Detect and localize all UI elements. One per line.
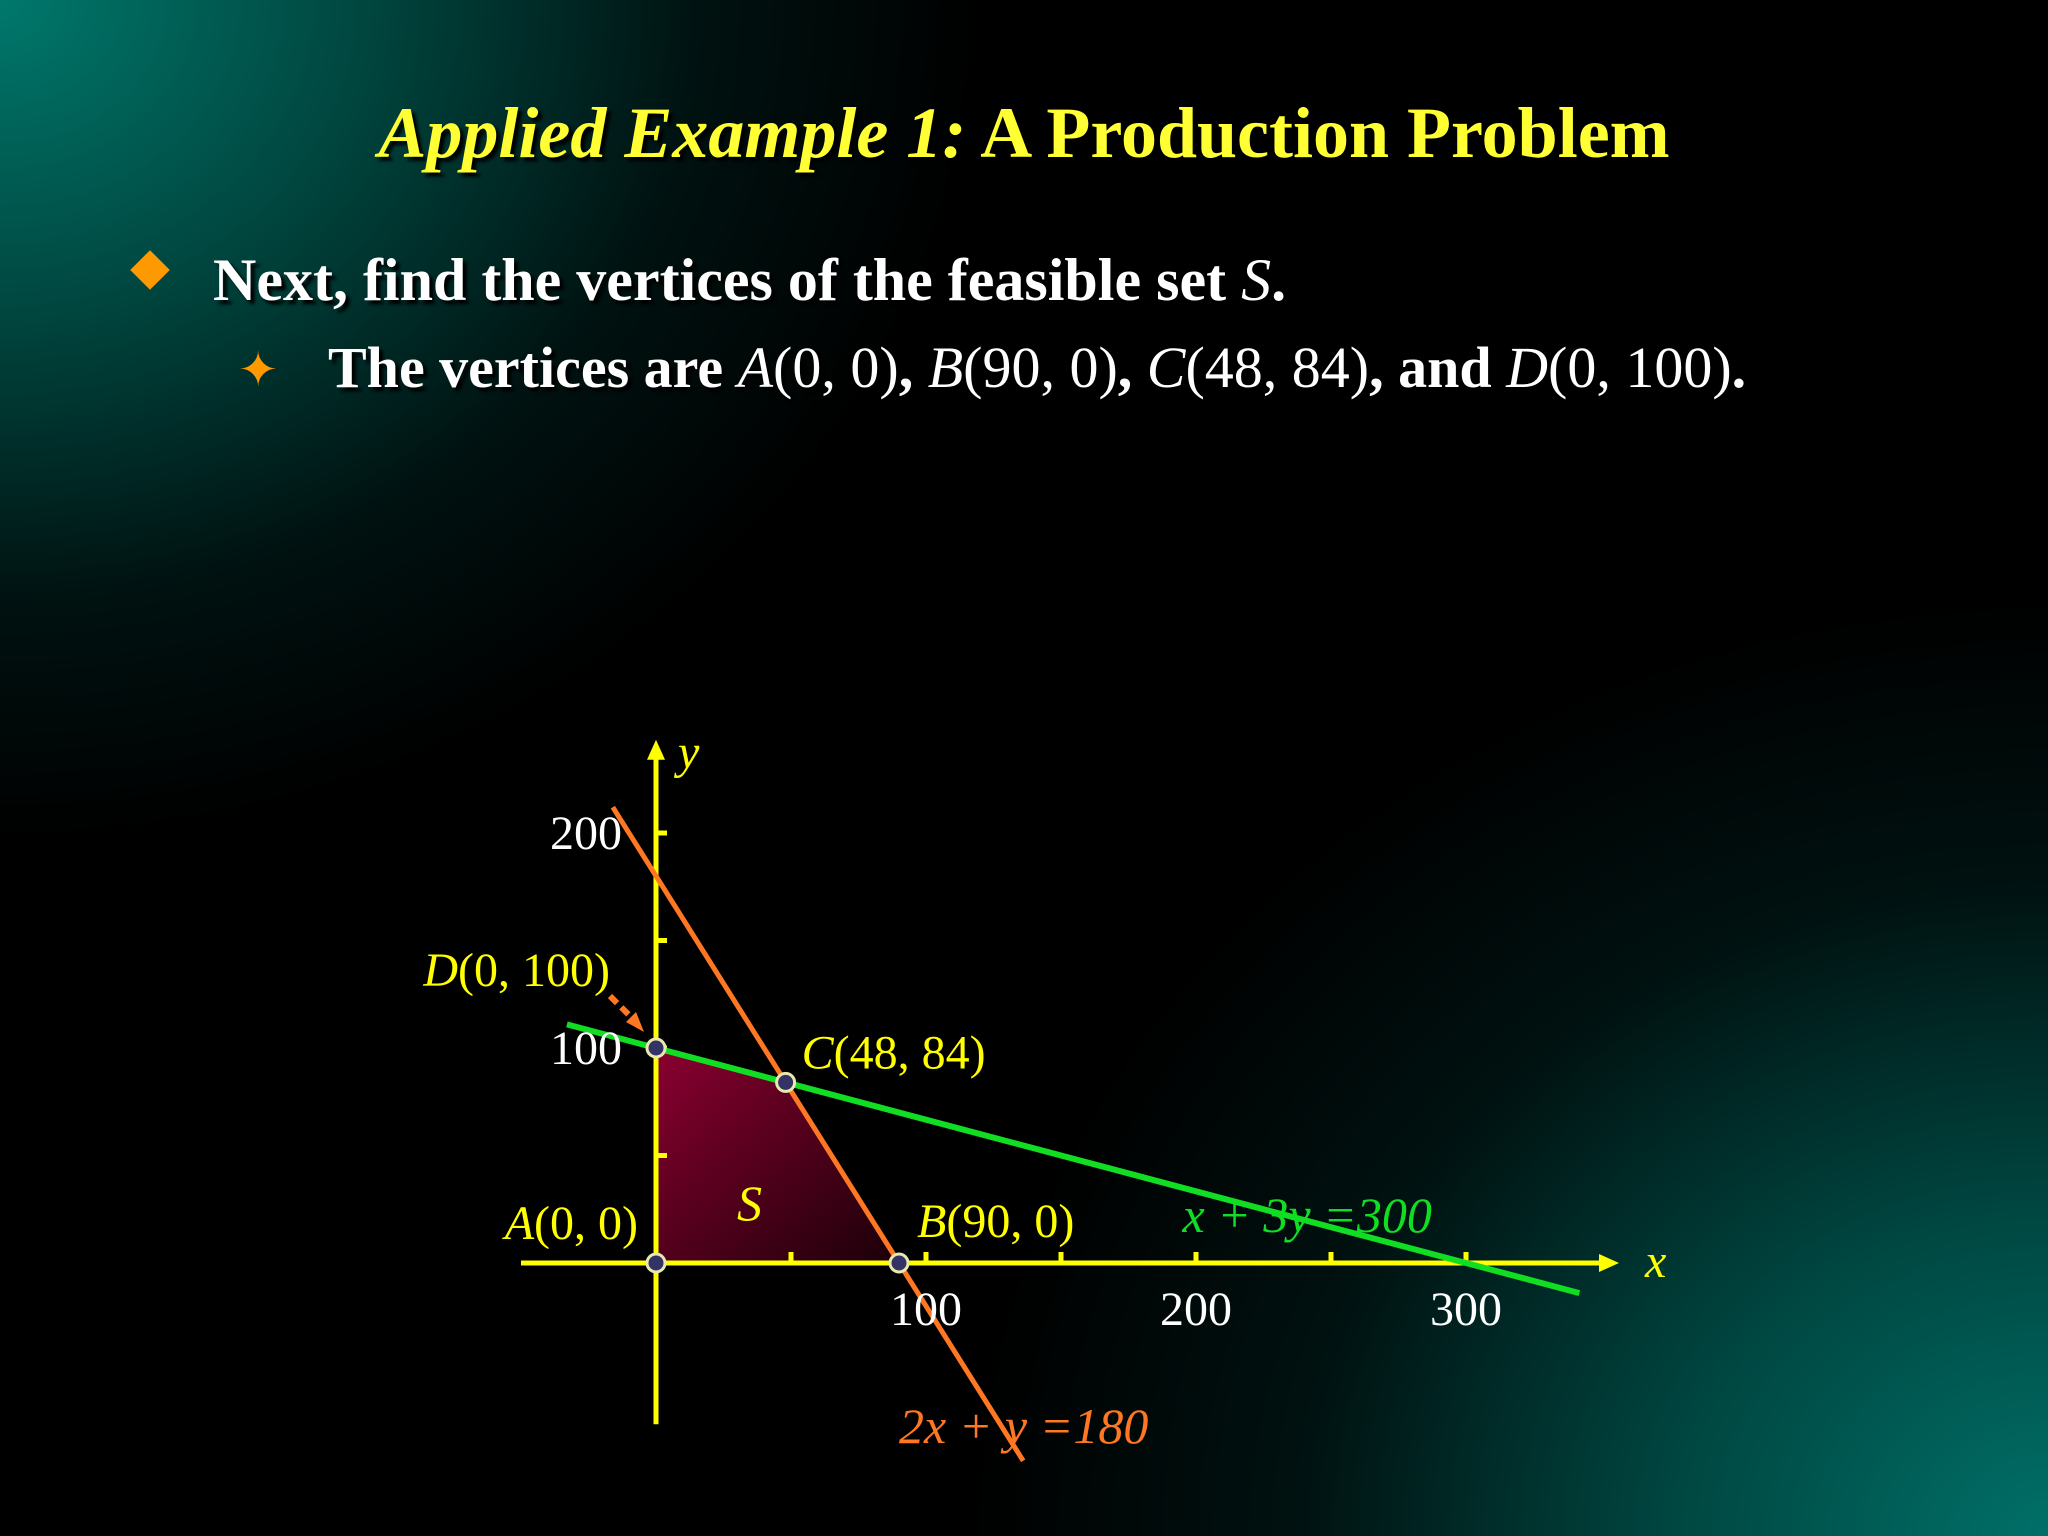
line-2-label: x + 3y =300 (1182, 1187, 1432, 1243)
vertex-B-coords: (90, 0) (963, 335, 1118, 400)
x-tick-label: 100 (890, 1283, 962, 1336)
constraint-line-x-3y-300 (566, 1021, 1581, 1296)
x-axis-arrow (1599, 1254, 1619, 1272)
vertex-point-D (645, 1037, 667, 1059)
bullet-1-suffix: . (1271, 247, 1287, 313)
vertex-label-A: A(0, 0) (502, 1197, 638, 1250)
bullet-1: Next, find the vertices of the feasible … (213, 246, 1286, 315)
vertex-A-sep: , (898, 335, 928, 400)
vertex-label-C: C(48, 84) (802, 1026, 986, 1079)
vertex-label-D: D(0, 100) (422, 944, 610, 997)
slide-title: Applied Example 1: A Production Problem (0, 92, 2048, 175)
constraint-line-2x-y-180 (610, 805, 1026, 1463)
vertex-B-sep: , (1117, 335, 1147, 400)
vertex-D-coords: (0, 100) (1548, 335, 1732, 400)
y-axis-arrow (647, 739, 665, 760)
x-axis-label: x (1644, 1235, 1666, 1288)
region-label: S (737, 1175, 762, 1231)
x-tick-label: 200 (1160, 1283, 1232, 1336)
y-axis-label: y (673, 726, 700, 779)
vertex-point-C (775, 1071, 797, 1093)
bullet-1-prefix: Next, find the vertices of the feasible … (213, 247, 1242, 313)
vertex-point-B (888, 1252, 910, 1274)
vertex-A-coords: (0, 0) (773, 335, 899, 400)
bullet-1-set: S (1241, 247, 1272, 313)
vertex-A-letter: A (737, 335, 774, 400)
vertex-D-letter: D (1506, 335, 1548, 400)
feasible-region (656, 1048, 899, 1263)
vertex-point-A (645, 1252, 667, 1274)
y-tick-label: 100 (550, 1022, 622, 1075)
pointer-arrow-d-head (626, 1012, 644, 1032)
vertex-D-sep: . (1731, 335, 1747, 400)
vertex-C-coords: (48, 84) (1185, 335, 1370, 400)
x-tick-label: 300 (1430, 1283, 1502, 1336)
vertex-label-B: B(90, 0) (917, 1195, 1074, 1248)
title-italic: Applied Example 1: (378, 93, 967, 173)
vertex-C-sep: , and (1369, 335, 1507, 400)
star-bullet-icon: ✦ (238, 342, 279, 398)
bullet-2-prefix: The vertices are (328, 335, 738, 400)
pointer-arrow-d (607, 993, 637, 1023)
title-rest: A Production Problem (966, 93, 1670, 173)
vertex-B-letter: B (927, 335, 964, 400)
vertex-C-letter: C (1146, 335, 1186, 400)
line-1-label: 2x + y =180 (899, 1398, 1148, 1454)
y-tick-label: 200 (550, 807, 622, 860)
bullet-2: The vertices are A(0, 0), B(90, 0), C(48… (328, 334, 1746, 401)
